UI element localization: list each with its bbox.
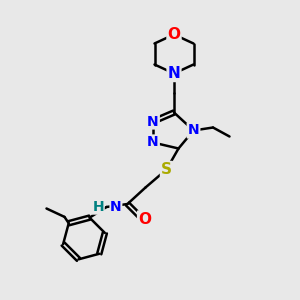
Text: H: H <box>92 200 104 214</box>
Text: O: O <box>138 212 151 226</box>
Text: N: N <box>188 124 199 137</box>
Text: N: N <box>110 200 122 214</box>
Text: N: N <box>147 115 159 128</box>
Text: O: O <box>167 27 181 42</box>
Text: S: S <box>161 162 172 177</box>
Text: N: N <box>147 136 159 149</box>
Text: N: N <box>168 66 180 81</box>
